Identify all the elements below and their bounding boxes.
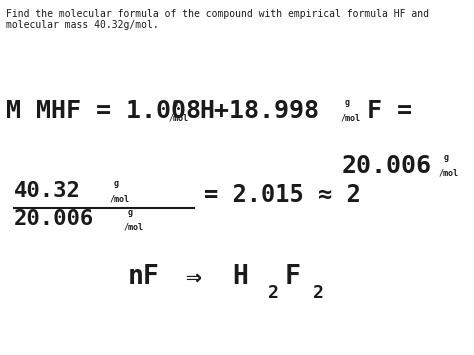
Text: /mol: /mol bbox=[340, 114, 360, 122]
Text: g: g bbox=[443, 153, 448, 162]
Text: g: g bbox=[128, 208, 133, 217]
Text: 40.32: 40.32 bbox=[14, 181, 81, 201]
Text: molecular mass 40.32g/mol.: molecular mass 40.32g/mol. bbox=[6, 20, 158, 29]
Text: H+18.998: H+18.998 bbox=[199, 99, 319, 124]
Text: Find the molecular formula of the compound with empirical formula HF and: Find the molecular formula of the compou… bbox=[6, 9, 428, 19]
Text: = 2.015 ≈ 2: = 2.015 ≈ 2 bbox=[204, 183, 361, 207]
Text: /mol: /mol bbox=[438, 169, 458, 178]
Text: 20.006: 20.006 bbox=[341, 154, 431, 179]
Text: nF: nF bbox=[128, 264, 160, 290]
Text: 2: 2 bbox=[268, 284, 279, 302]
Text: g: g bbox=[114, 179, 119, 188]
Text: /mol: /mol bbox=[110, 195, 130, 203]
Text: g: g bbox=[345, 98, 350, 106]
Text: 2: 2 bbox=[313, 284, 324, 302]
Text: ⇒: ⇒ bbox=[185, 264, 201, 290]
Text: H: H bbox=[232, 264, 248, 290]
Text: /mol: /mol bbox=[168, 114, 188, 122]
Text: F: F bbox=[284, 264, 300, 290]
Text: /mol: /mol bbox=[123, 223, 143, 232]
Text: M MHF = 1.008: M MHF = 1.008 bbox=[6, 99, 201, 124]
Text: 20.006: 20.006 bbox=[14, 209, 94, 229]
Text: F =: F = bbox=[367, 99, 412, 124]
Text: g: g bbox=[173, 98, 178, 106]
